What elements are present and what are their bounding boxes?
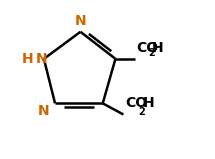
Text: H: H xyxy=(22,52,34,66)
Text: N: N xyxy=(75,14,86,28)
Text: N: N xyxy=(36,52,47,66)
Text: H: H xyxy=(143,96,154,110)
Text: CO: CO xyxy=(136,41,158,55)
Text: CO: CO xyxy=(125,96,147,110)
Text: 2: 2 xyxy=(148,48,155,58)
Text: N: N xyxy=(38,104,50,118)
Text: H: H xyxy=(152,41,164,55)
Text: 2: 2 xyxy=(138,107,145,117)
